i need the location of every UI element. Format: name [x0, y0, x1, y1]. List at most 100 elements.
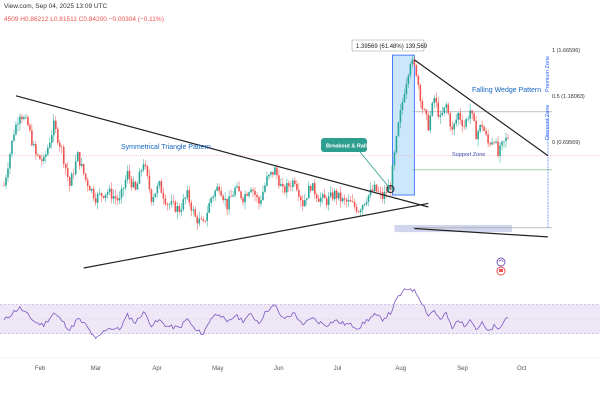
candle-body [347, 200, 350, 202]
candle-body [367, 195, 370, 202]
candle-body [319, 197, 322, 202]
candle-body [333, 190, 336, 200]
candle-body [236, 186, 238, 188]
candle-body [156, 185, 159, 194]
candle-body [439, 115, 442, 117]
candle-body [385, 191, 388, 193]
candle-body [481, 124, 483, 127]
candle-body [202, 219, 205, 221]
candle-body [25, 117, 27, 118]
candle-body [471, 110, 473, 114]
candle-body [389, 186, 392, 190]
x-tick-label: Aug [395, 366, 406, 372]
candle-body [423, 109, 426, 110]
candle-body [132, 181, 135, 188]
candle-body [13, 134, 15, 141]
candle-body [321, 194, 324, 198]
candle-body [493, 142, 495, 143]
candle-body [467, 118, 469, 120]
range-label-box: 1.39569 (61.48%) 139,569 [351, 39, 428, 52]
x-tick-label: Feb [35, 366, 46, 372]
candle-body [453, 123, 456, 130]
candle-body [138, 171, 141, 184]
wedge-upper-line [414, 59, 549, 157]
candle-body [495, 141, 497, 143]
x-tick-label: Jun [274, 366, 284, 372]
zones-layer [0, 54, 600, 233]
candle-body [325, 198, 328, 206]
candle-body [361, 205, 364, 210]
candle-body [254, 190, 256, 195]
candle-body [341, 198, 344, 202]
candle-body [15, 124, 17, 135]
candle-body [146, 166, 149, 176]
candle-body [278, 175, 280, 186]
candle-body [180, 209, 183, 212]
candle-body [116, 198, 119, 201]
candle-body [491, 142, 493, 145]
breakout-callout: Breakout & Rally [321, 138, 371, 152]
candle-body [262, 191, 264, 201]
candle-body [381, 192, 384, 200]
candle-body [272, 171, 274, 175]
candle-body [144, 164, 147, 167]
flag-icon[interactable] [496, 266, 506, 276]
x-tick-label: Apr [152, 366, 161, 372]
candle-body [196, 216, 199, 224]
alert-icon[interactable] [496, 257, 506, 267]
candle-body [104, 194, 107, 198]
x-tick-label: Mar [91, 366, 101, 372]
fib-label-1: 1 (1.66596) [552, 48, 580, 54]
candle-body [158, 181, 161, 186]
candle-body [339, 192, 342, 202]
candle-body [345, 199, 348, 202]
candle-body [58, 142, 61, 147]
candle-body [469, 110, 471, 119]
candle-body [41, 159, 43, 162]
candle-body [23, 117, 25, 120]
candle-body [393, 152, 396, 166]
candle-body [286, 183, 288, 193]
candle-body [497, 141, 499, 156]
candle-body [266, 176, 268, 186]
candle-body [222, 195, 224, 201]
candle-body [421, 101, 424, 110]
candle-body [276, 167, 278, 176]
candle-body [411, 59, 414, 64]
candle-body [11, 140, 13, 155]
candle-body [238, 186, 240, 192]
candle-body [3, 185, 5, 187]
candle-body [148, 175, 151, 190]
candle-body [98, 193, 101, 194]
candle-body [419, 84, 422, 102]
candle-body [475, 120, 477, 140]
triangle-label: Symmetrical Triangle Pattern [121, 144, 211, 151]
candle-body [242, 198, 244, 203]
candle-body [395, 136, 398, 153]
candle-body [154, 193, 157, 198]
candle-body [78, 152, 81, 167]
candle-body [45, 154, 47, 157]
candle-body [228, 196, 230, 210]
candle-body [417, 75, 420, 85]
candle-body [483, 126, 485, 131]
candle-body [260, 200, 262, 204]
candle-body [162, 192, 165, 199]
candle-body [232, 195, 234, 197]
candle-body [186, 190, 189, 198]
candle-body [435, 98, 438, 103]
candle-body [27, 117, 29, 126]
candle-body [176, 205, 179, 212]
candle-body [455, 119, 458, 124]
breakout-highlight-border [392, 54, 415, 196]
premium-zone-label: Premium Zone [545, 56, 551, 92]
candle-body [134, 181, 137, 190]
candle-body [409, 63, 412, 76]
candle-body [120, 188, 123, 198]
candle-body [288, 183, 290, 187]
candle-body [198, 218, 201, 224]
wedge-label: Falling Wedge Pattern [472, 87, 541, 94]
candle-body [194, 209, 197, 217]
candle-body [64, 163, 67, 169]
candle-body [51, 135, 53, 143]
